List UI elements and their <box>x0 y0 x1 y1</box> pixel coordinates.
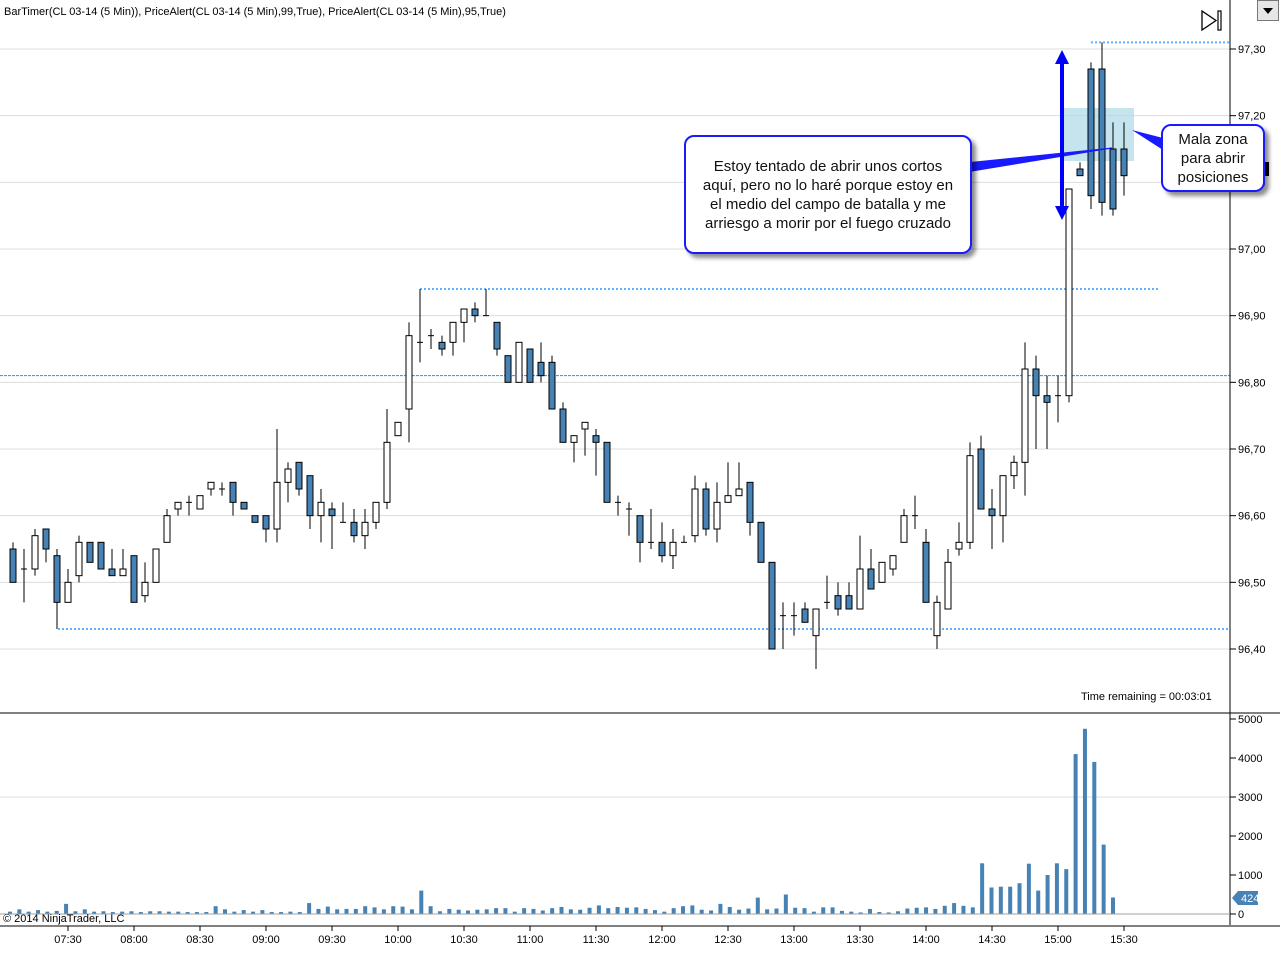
chart-menu-dropdown-button[interactable] <box>1257 0 1279 21</box>
svg-text:96,80: 96,80 <box>1238 377 1266 389</box>
svg-text:96,60: 96,60 <box>1238 511 1266 523</box>
svg-text:96,40: 96,40 <box>1238 644 1266 656</box>
chevron-down-icon <box>1263 7 1273 14</box>
svg-text:10:00: 10:00 <box>384 934 412 946</box>
annotation-callout-zone-text: Mala zona para abrir posiciones <box>1177 130 1249 186</box>
svg-text:97,30: 97,30 <box>1238 44 1266 56</box>
svg-text:97,20: 97,20 <box>1238 111 1266 123</box>
current-volume-badge: 424 <box>1232 891 1259 905</box>
price-gridlines <box>0 48 1230 650</box>
svg-text:08:30: 08:30 <box>186 934 214 946</box>
annotation-callout-main[interactable]: Estoy tentado de abrir unos cortos aquí,… <box>684 135 972 254</box>
price-alert-lines <box>0 41 1230 631</box>
annotation-callout-main-text: Estoy tentado de abrir unos cortos aquí,… <box>702 157 954 232</box>
svg-text:14:30: 14:30 <box>978 934 1006 946</box>
svg-text:08:00: 08:00 <box>120 934 148 946</box>
bar-timer-label: Time remaining = 00:03:01 <box>1081 691 1212 703</box>
svg-text:96,90: 96,90 <box>1238 311 1266 323</box>
volume-axis[interactable]: 5000 4000 3000 2000 1000 0 <box>1230 714 1262 921</box>
svg-text:96,70: 96,70 <box>1238 444 1266 456</box>
svg-text:1000: 1000 <box>1238 870 1262 882</box>
range-arrow <box>1055 50 1069 220</box>
copyright-label: © 2014 NinjaTrader, LLC <box>3 913 125 925</box>
svg-text:10:30: 10:30 <box>450 934 478 946</box>
svg-text:13:30: 13:30 <box>846 934 874 946</box>
indicator-header: BarTimer(CL 03-14 (5 Min)), PriceAlert(C… <box>4 6 506 18</box>
skip-to-end-icon[interactable] <box>1201 9 1222 32</box>
svg-text:14:00: 14:00 <box>912 934 940 946</box>
svg-text:4000: 4000 <box>1238 753 1262 765</box>
svg-text:07:30: 07:30 <box>54 934 82 946</box>
svg-text:09:30: 09:30 <box>318 934 346 946</box>
svg-text:11:30: 11:30 <box>583 934 610 946</box>
svg-text:424: 424 <box>1241 893 1259 905</box>
candlesticks <box>9 42 1128 670</box>
svg-text:2000: 2000 <box>1238 831 1262 843</box>
svg-text:15:30: 15:30 <box>1110 934 1138 946</box>
svg-text:15:00: 15:00 <box>1044 934 1072 946</box>
svg-text:13:00: 13:00 <box>780 934 808 946</box>
svg-text:96,50: 96,50 <box>1238 577 1266 589</box>
svg-text:3000: 3000 <box>1238 792 1262 804</box>
svg-text:12:00: 12:00 <box>648 934 676 946</box>
annotation-callout-zone[interactable]: Mala zona para abrir posiciones <box>1161 124 1265 192</box>
volume-bars <box>8 728 1115 914</box>
time-axis[interactable]: 07:30 08:00 08:30 09:00 09:30 10:00 10:30 11:00… <box>54 926 1138 946</box>
svg-text:97,00: 97,00 <box>1238 244 1266 256</box>
svg-text:09:00: 09:00 <box>252 934 280 946</box>
svg-text:5000: 5000 <box>1238 714 1262 726</box>
svg-text:12:30: 12:30 <box>714 934 742 946</box>
svg-text:0: 0 <box>1238 909 1244 921</box>
svg-text:11:00: 11:00 <box>517 934 544 946</box>
